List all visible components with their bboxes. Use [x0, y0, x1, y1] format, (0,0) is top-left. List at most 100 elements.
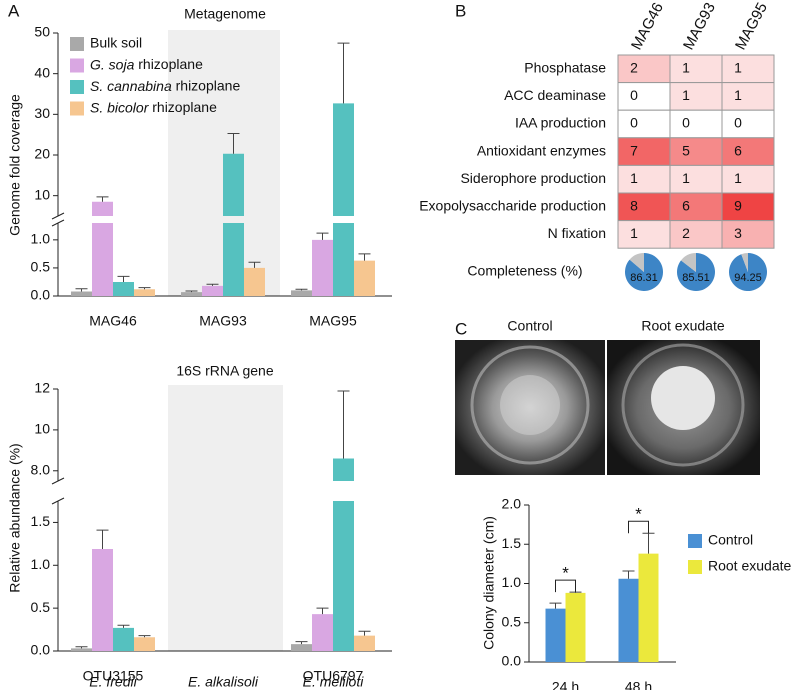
row-label: IAA production [515, 115, 606, 131]
row-label: ACC deaminase [504, 87, 606, 103]
legend-label: Root exudate [708, 558, 791, 574]
bar [618, 578, 639, 662]
y-tick-label: 8.0 [31, 461, 51, 477]
heat-cell [617, 109, 671, 139]
bar [134, 637, 155, 651]
y-tick-label: 40 [34, 64, 50, 80]
y-tick-label: 1.0 [31, 231, 51, 247]
cell-value: 0 [682, 115, 690, 131]
heat-cell [721, 137, 775, 166]
legend-label: G. soja rhizoplane [90, 56, 203, 72]
cell-value: 0 [630, 87, 638, 103]
error-bar [117, 624, 130, 628]
bar [354, 635, 375, 651]
bar [291, 644, 312, 651]
error-bar [549, 602, 562, 609]
y-tick-label: 10 [34, 186, 50, 202]
x-tick-label: MAG93 [199, 313, 247, 329]
bar [134, 289, 155, 296]
cell-value: 6 [682, 198, 690, 214]
column-header: MAG46 [628, 0, 667, 53]
x-tick-label: OTU3155 [83, 668, 144, 684]
error-bar [96, 196, 109, 202]
y-tick-label: 1.0 [31, 556, 51, 572]
bar [113, 281, 134, 296]
heat-cell [617, 54, 671, 84]
heat-cell [721, 220, 775, 249]
error-bar [337, 390, 350, 459]
bar [92, 201, 113, 296]
row-label: Siderophore production [460, 170, 606, 186]
cell-value: 8 [630, 198, 638, 214]
error-bar [337, 42, 350, 104]
legend-label: S. cannabina rhizoplane [90, 78, 240, 94]
bar [181, 292, 202, 296]
legend-swatch [70, 101, 84, 116]
cell-value: 3 [734, 225, 742, 241]
cell-value: 7 [630, 142, 638, 158]
panel-label: C [455, 319, 467, 338]
panel-label: B [455, 1, 466, 20]
error-bar [138, 287, 151, 290]
bar [545, 608, 566, 662]
error-bar [316, 232, 329, 240]
heat-cell [669, 54, 723, 84]
y-axis-label: Genome fold coverage [7, 94, 23, 236]
chart-title: 16S rRNA gene [176, 363, 273, 379]
heat-cell [617, 164, 671, 194]
axis-break [51, 497, 65, 505]
chart-title: Metagenome [184, 6, 266, 22]
pie-label: 94.25 [734, 272, 762, 284]
error-bar [185, 290, 198, 293]
annotation: * [562, 564, 569, 583]
bar [202, 285, 223, 296]
error-bar [96, 529, 109, 549]
x-tick-label: MAG46 [89, 313, 137, 329]
cell-value: 1 [734, 170, 742, 186]
cell-value: 2 [630, 60, 638, 76]
cell-value: 9 [734, 198, 742, 214]
y-tick-label: 0.0 [502, 653, 522, 669]
error-bar [295, 641, 308, 645]
x-tick-label: 24 h [552, 679, 579, 690]
y-tick-label: 12 [34, 380, 50, 396]
y-tick-label: 0.5 [502, 613, 522, 629]
heat-cell [617, 192, 671, 222]
cell-value: 2 [682, 225, 690, 241]
x-tick-label: OTU6797 [303, 668, 364, 684]
legend-label: Bulk soil [90, 35, 142, 51]
panel-label: A [8, 1, 20, 20]
image-label: Control [507, 318, 552, 334]
heat-cell [669, 192, 723, 222]
shaded-column [168, 385, 283, 651]
row-label: Phosphatase [524, 60, 606, 76]
pie-remainder [629, 253, 644, 272]
heat-cell [721, 82, 775, 111]
error-bar [622, 570, 635, 579]
cell-value: 5 [682, 142, 690, 158]
bar [354, 260, 375, 296]
bar [244, 267, 265, 296]
error-bar [138, 635, 151, 638]
y-tick-label: 0.0 [31, 287, 51, 303]
bar [71, 648, 92, 651]
y-tick-label: 20 [34, 146, 50, 162]
y-axis-label: Colony diameter (cm) [481, 516, 497, 650]
cell-value: 6 [734, 142, 742, 158]
x-tick-label: 48 h [625, 679, 652, 690]
error-bar [358, 253, 371, 261]
legend-swatch [70, 80, 84, 94]
y-tick-label: 0.0 [31, 642, 51, 658]
pie-label: 86.31 [630, 272, 658, 284]
heat-cell [721, 164, 775, 194]
row-label: Antioxidant enzymes [477, 142, 606, 158]
species-label: E. meliloti [303, 674, 365, 690]
y-axis-label: Relative abundance (%) [7, 443, 23, 592]
heat-cell [669, 82, 723, 111]
bar [92, 549, 113, 651]
y-tick-label: 0.5 [31, 599, 51, 615]
cell-value: 0 [734, 115, 742, 131]
pie-label: 85.51 [682, 272, 710, 284]
significance-bracket [555, 579, 576, 593]
